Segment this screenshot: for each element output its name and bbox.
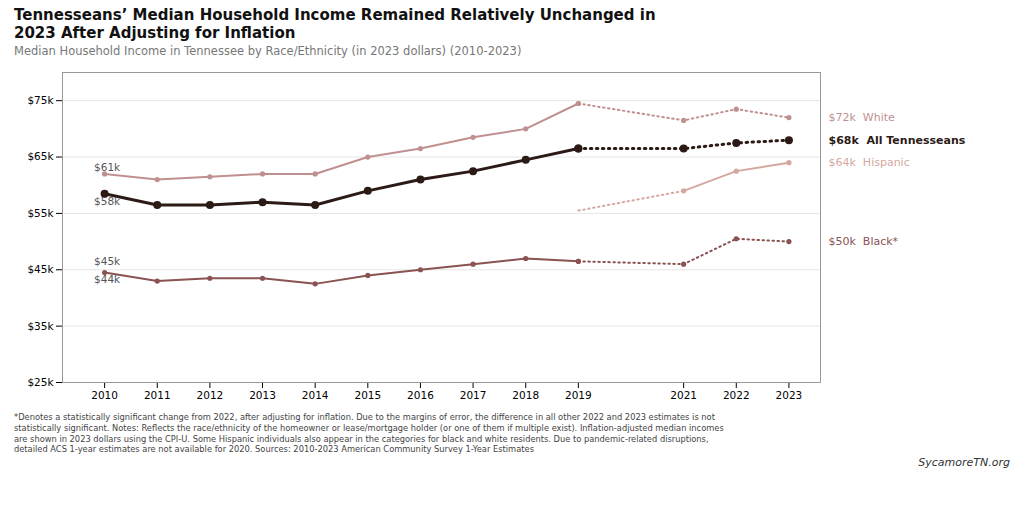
svg-text:2015: 2015	[354, 389, 381, 401]
html-text:Tennesseans’ Median Household: Tennesseans’ Median Household Income Rem…	[14, 6, 656, 42]
svg-text:2018: 2018	[512, 389, 539, 401]
svg-text:2013: 2013	[249, 389, 276, 401]
svg-text:$35k: $35k	[27, 319, 54, 331]
svg-text:$55k: $55k	[27, 207, 54, 219]
svg-text:$45k: $45k	[94, 255, 121, 267]
svg-text:$61k: $61k	[94, 161, 121, 173]
svg-text:$72k White: $72k White	[829, 111, 896, 124]
svg-text:2017: 2017	[460, 389, 487, 401]
svg-text:2011: 2011	[144, 389, 171, 401]
html-text:SycamoreTN.org: SycamoreTN.org	[918, 456, 1010, 470]
svg-text:$68k All Tennesseans: $68k All Tennesseans	[829, 134, 966, 147]
svg-text:2012: 2012	[197, 389, 224, 401]
svg-text:$45k: $45k	[27, 263, 54, 275]
svg-text:2010: 2010	[91, 389, 118, 401]
html-text:*Denotes a statistically signi: *Denotes a statistically significant cha…	[14, 412, 724, 455]
svg-text:2022: 2022	[723, 389, 750, 401]
html-text:Median Household Income in Ten: Median Household Income in Tennessee by …	[14, 44, 522, 58]
svg-text:$64k Hispanic: $64k Hispanic	[829, 156, 910, 169]
svg-text:2014: 2014	[302, 389, 329, 401]
svg-text:2023: 2023	[776, 389, 803, 401]
svg-text:$44k: $44k	[94, 273, 121, 285]
svg-text:$58k: $58k	[94, 195, 121, 207]
svg-text:$25k: $25k	[27, 376, 54, 388]
svg-text:2016: 2016	[407, 389, 434, 401]
svg-text:$75k: $75k	[27, 94, 54, 106]
svg-text:$65k: $65k	[27, 150, 54, 162]
svg-text:$50k Black*: $50k Black*	[829, 235, 899, 248]
svg-text:2021: 2021	[670, 389, 697, 401]
svg-text:2019: 2019	[565, 389, 592, 401]
